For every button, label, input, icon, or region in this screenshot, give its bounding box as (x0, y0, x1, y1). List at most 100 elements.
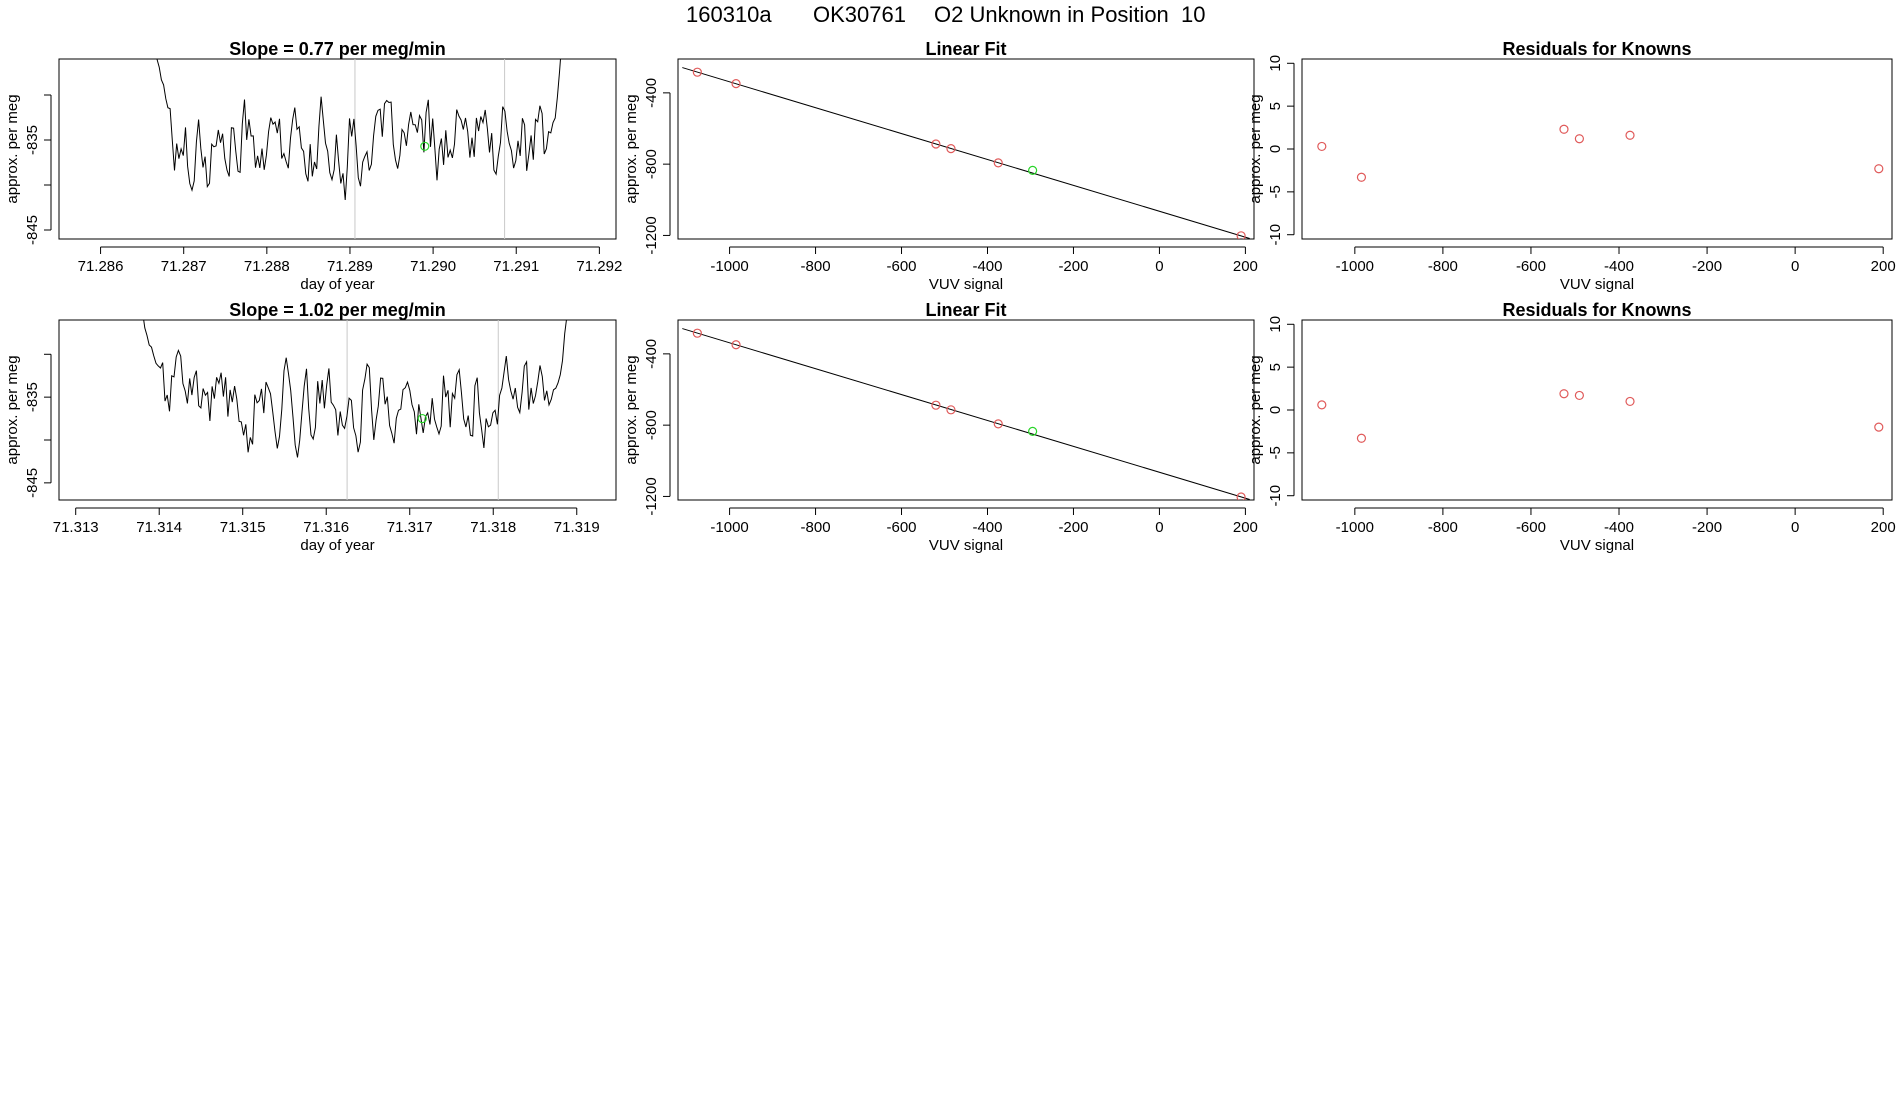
y-tick-label: -400 (643, 339, 660, 369)
time-series-line (156, 59, 561, 201)
x-tick-label: 71.314 (136, 519, 182, 536)
x-tick-label: -600 (887, 519, 917, 536)
x-tick-label: 0 (1791, 519, 1799, 536)
known-point (1874, 164, 1884, 174)
y-tick-label: 5 (1267, 363, 1284, 371)
known-point (731, 340, 741, 350)
x-tick-label: -600 (1516, 519, 1546, 536)
plot-frame (1301, 319, 1893, 501)
plot-frame (677, 58, 1255, 240)
known-point (692, 67, 702, 77)
y-tick-label: -1200 (643, 216, 660, 254)
known-point (931, 400, 941, 410)
y-tick-label: -1200 (643, 477, 660, 515)
y-tick-label: -5 (1267, 446, 1284, 459)
x-tick-label: 71.316 (303, 519, 349, 536)
x-tick-label: -200 (1692, 258, 1722, 275)
x-tick-label: -600 (887, 258, 917, 275)
known-point (1625, 130, 1635, 140)
panel-title: Linear Fit (925, 300, 1006, 320)
known-point (993, 158, 1003, 168)
panel-title: Residuals for Knowns (1502, 300, 1691, 320)
x-tick-label: 71.289 (327, 258, 373, 275)
plot-frame (677, 319, 1255, 501)
x-tick-label: 200 (1871, 519, 1896, 536)
plot-area (682, 67, 1250, 239)
x-tick-label: 200 (1233, 519, 1258, 536)
x-tick-label: 0 (1791, 258, 1799, 275)
x-tick-label: -400 (972, 519, 1002, 536)
x-tick-label: -800 (801, 519, 831, 536)
tank-id: OK30761 (813, 2, 906, 27)
x-tick-label: -400 (972, 258, 1002, 275)
y-tick-label: 0 (1267, 145, 1284, 153)
x-axis-label: VUV signal (1560, 537, 1634, 554)
known-point (1574, 390, 1584, 401)
x-axis-label: VUV signal (929, 276, 1003, 293)
known-point (1317, 141, 1327, 152)
x-tick-label: -800 (1428, 519, 1458, 536)
x-tick-label: -1000 (710, 519, 748, 536)
y-tick-label: -10 (1267, 485, 1284, 507)
y-tick-label: -845 (24, 468, 41, 498)
x-tick-label: 0 (1155, 258, 1163, 275)
x-tick-label: 71.313 (53, 519, 99, 536)
x-tick-label: 71.318 (470, 519, 516, 536)
known-point (1574, 134, 1584, 144)
position-description: O2 Unknown in Position 10 (934, 2, 1206, 27)
known-point (1317, 400, 1327, 410)
x-tick-label: -800 (1428, 258, 1458, 275)
unknown-marker (417, 413, 427, 424)
x-axis-label: VUV signal (1560, 276, 1634, 293)
x-tick-label: 71.319 (554, 519, 600, 536)
run-id: 160310a (686, 2, 772, 27)
x-tick-label: -200 (1692, 519, 1722, 536)
x-tick-label: 71.315 (220, 519, 266, 536)
y-tick-label: -10 (1267, 224, 1284, 246)
panel-title: Slope = 1.02 per meg/min (229, 300, 446, 320)
panel-title: Linear Fit (925, 39, 1006, 59)
x-tick-label: -400 (1604, 519, 1634, 536)
y-tick-label: 10 (1267, 55, 1284, 72)
x-axis-label: VUV signal (929, 537, 1003, 554)
x-tick-label: 71.317 (387, 519, 433, 536)
x-tick-label: -1000 (1336, 519, 1374, 536)
x-tick-label: -400 (1604, 258, 1634, 275)
x-tick-label: -200 (1058, 519, 1088, 536)
y-axis-label: approx. per meg (1247, 355, 1264, 464)
x-tick-label: -800 (801, 258, 831, 275)
x-tick-label: 71.288 (244, 258, 290, 275)
plot-area (143, 320, 567, 500)
chart-panel-2: Linear Fit -1000 -800 -600 -400 -200 0 200 VUV s… (623, 39, 1258, 293)
plot-area (156, 59, 561, 239)
y-axis-label: approx. per meg (623, 355, 640, 464)
known-point (946, 144, 956, 154)
chart-panel-1: Slope = 0.77 per meg/min 71.286 71.287 71.2… (4, 39, 622, 293)
panel-title: Slope = 0.77 per meg/min (229, 39, 446, 59)
chart-panel-3: Residuals for Knowns-1000 -800 -600 -400 -20… (1247, 39, 1896, 293)
plot-area (1317, 389, 1884, 443)
y-tick-label: -845 (24, 215, 41, 245)
plot-area (682, 328, 1250, 500)
x-tick-label: 200 (1871, 258, 1896, 275)
plot-frame (58, 319, 617, 501)
unknown-point (1028, 165, 1038, 175)
known-point (1559, 389, 1569, 399)
y-axis-label: approx. per meg (4, 355, 21, 464)
y-tick-label: -400 (643, 78, 660, 108)
x-tick-label: -1000 (1336, 258, 1374, 275)
y-axis-label: approx. per meg (1247, 94, 1264, 203)
x-tick-label: 71.290 (410, 258, 456, 275)
panel-title: Residuals for Knowns (1502, 39, 1691, 59)
known-point (1356, 433, 1367, 443)
known-point (931, 139, 941, 149)
y-tick-label: 0 (1267, 406, 1284, 414)
known-point (946, 405, 956, 415)
y-tick-label: 10 (1267, 316, 1284, 333)
y-tick-label: 5 (1267, 102, 1284, 110)
chart-panel-4: Slope = 1.02 per meg/min 71.313 71.314 71.3… (4, 300, 617, 554)
x-tick-label: -1000 (710, 258, 748, 275)
unknown-marker (420, 141, 430, 151)
known-point (1236, 492, 1246, 500)
